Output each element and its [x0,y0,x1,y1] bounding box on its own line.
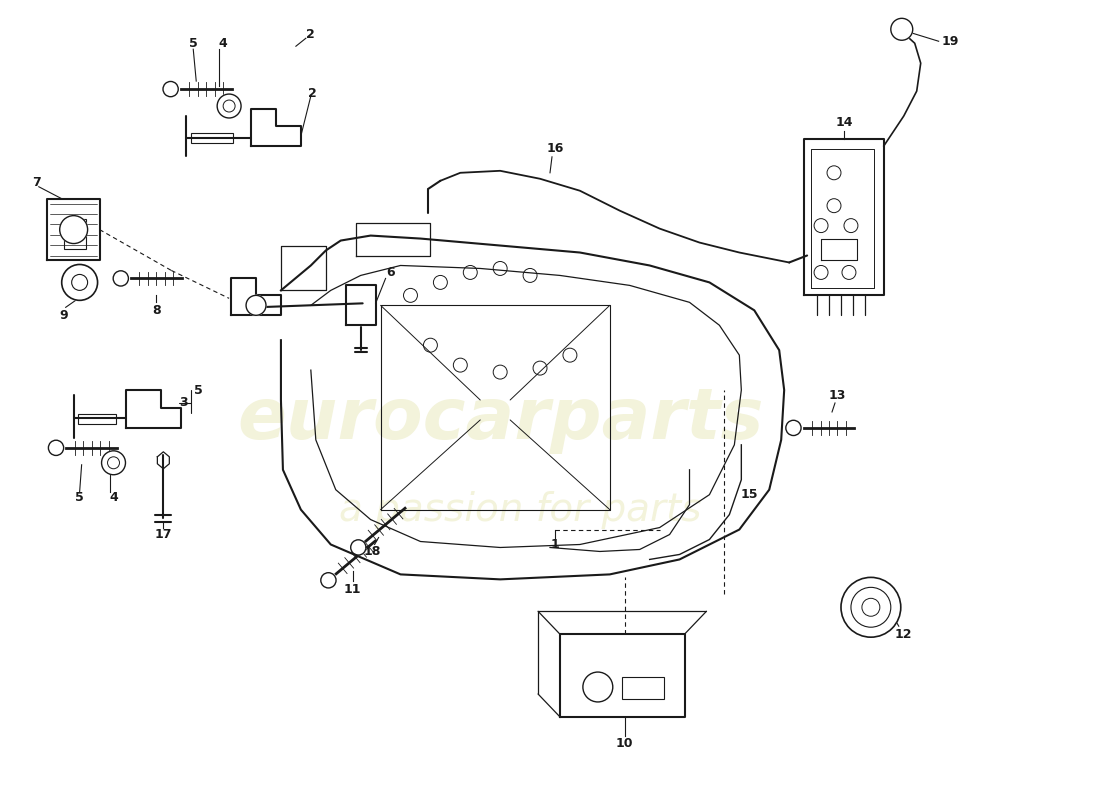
Circle shape [62,265,98,300]
Text: 3: 3 [179,397,188,410]
Circle shape [113,271,129,286]
Circle shape [163,82,178,97]
Circle shape [59,216,88,243]
Text: 17: 17 [155,528,172,541]
Text: 5: 5 [194,383,202,397]
Text: a passion for parts: a passion for parts [339,490,702,529]
Bar [621,677,663,699]
Text: 2: 2 [307,28,316,41]
Text: 16: 16 [547,142,563,155]
Circle shape [246,295,266,315]
Text: 2: 2 [308,86,317,99]
Text: 6: 6 [386,266,395,279]
Circle shape [785,420,801,435]
Bar [78,414,116,424]
Bar [191,134,233,143]
Text: 8: 8 [152,304,161,317]
Circle shape [842,578,901,637]
Circle shape [351,540,366,555]
Text: 7: 7 [32,176,41,190]
Text: 9: 9 [59,309,68,322]
Circle shape [101,451,125,474]
Text: 1: 1 [551,538,560,551]
Circle shape [48,440,64,455]
Circle shape [891,18,913,40]
Text: 13: 13 [828,389,846,402]
Text: 5: 5 [189,37,198,50]
Text: 12: 12 [895,628,913,641]
Circle shape [583,672,613,702]
Text: 19: 19 [942,34,959,48]
Text: eurocarparts: eurocarparts [236,386,763,454]
Text: 5: 5 [75,491,84,504]
Circle shape [321,573,336,588]
Text: 4: 4 [109,491,118,504]
Text: 15: 15 [740,488,758,501]
Text: 14: 14 [835,117,852,130]
Bar [64,218,86,249]
Text: 4: 4 [219,37,228,50]
Circle shape [217,94,241,118]
Text: 18: 18 [364,545,382,558]
Text: 10: 10 [616,738,634,750]
Text: 11: 11 [344,583,362,596]
